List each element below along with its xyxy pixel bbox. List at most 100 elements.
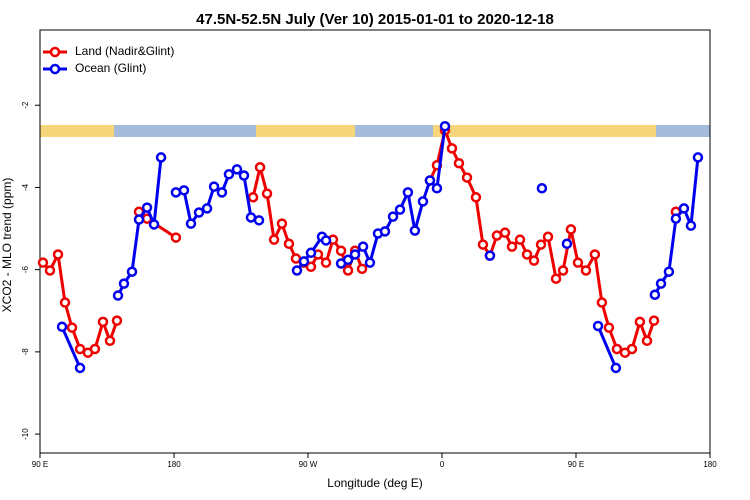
series-point [387, 211, 399, 222]
series-point [692, 152, 704, 163]
y-tick-label: -2 [21, 101, 30, 109]
series-point [592, 320, 604, 332]
series-point [111, 315, 123, 326]
x-tick-label: 90 E [32, 460, 48, 469]
series-point [253, 215, 265, 226]
series-point [342, 254, 354, 266]
series-point [431, 183, 443, 194]
series-point [596, 297, 608, 308]
series-point [655, 278, 667, 289]
land-band [40, 125, 114, 137]
series-point [641, 335, 653, 347]
series-point [254, 162, 266, 173]
series-point [528, 255, 540, 266]
land-ocean-strip [40, 125, 710, 137]
series-point [499, 227, 511, 238]
legend-marker [49, 46, 61, 58]
series-point [379, 226, 391, 237]
series-point [611, 343, 623, 355]
series-point [141, 202, 153, 213]
series-point [477, 239, 489, 250]
series-point [74, 362, 86, 374]
legend-marker [49, 63, 61, 75]
series-point [356, 263, 368, 275]
series-point [649, 289, 661, 300]
series-point [453, 157, 465, 169]
series-point [535, 239, 547, 250]
series-point [542, 231, 554, 243]
series-point [216, 187, 228, 198]
series-point [634, 316, 646, 328]
series-point [670, 213, 682, 224]
series-point [178, 185, 190, 196]
y-axis-label: XCO2 - MLO trend (ppm) [0, 178, 14, 313]
series-point [104, 335, 116, 347]
series-point [446, 143, 458, 154]
series-point [424, 175, 436, 186]
land-band [433, 125, 656, 137]
series-point [112, 290, 124, 301]
x-axis-label: Longitude (deg E) [327, 476, 422, 490]
series-point [572, 257, 584, 268]
series-point [349, 249, 361, 260]
series-point [417, 196, 429, 207]
series-point [283, 238, 295, 250]
series-point [439, 120, 451, 132]
x-tick-label: 90 E [568, 460, 584, 469]
y-tick-label: -8 [21, 348, 30, 356]
series-point [648, 315, 660, 326]
legend-label: Land (Nadir&Glint) [75, 44, 174, 58]
x-tick-label: 90 W [299, 460, 318, 469]
series-point [37, 257, 49, 268]
series-point [678, 203, 690, 214]
series-point [52, 249, 64, 260]
legend-label: Ocean (Glint) [75, 61, 146, 75]
ocean-band [355, 125, 433, 137]
series-point [148, 219, 160, 230]
chart-title: 47.5N-52.5N July (Ver 10) 2015-01-01 to … [196, 11, 554, 28]
series-point [357, 241, 369, 252]
x-tick-label: 180 [703, 460, 717, 469]
series-point [514, 234, 526, 245]
series-point [580, 265, 592, 276]
series-point [320, 235, 332, 246]
series-point [663, 266, 675, 277]
series-point [261, 188, 273, 199]
series-point [305, 247, 317, 259]
series-point [193, 207, 205, 218]
series-point [320, 257, 332, 268]
x-tick-label: 180 [167, 460, 181, 469]
series-line [596, 325, 618, 369]
series-point [238, 170, 250, 181]
series-point [685, 220, 697, 231]
series-point [276, 218, 288, 229]
series-point [394, 204, 406, 215]
series-point [461, 172, 473, 183]
ocean-band [656, 125, 710, 137]
series-line [340, 125, 447, 268]
y-tick-label: -4 [21, 183, 30, 191]
series-point [208, 181, 220, 192]
series-point [170, 232, 182, 243]
x-tick-label: 0 [440, 460, 445, 469]
series-point [506, 241, 518, 252]
series-point [89, 343, 101, 355]
y-tick-label: -6 [21, 266, 30, 274]
series-point [231, 164, 243, 175]
series-point [626, 343, 638, 355]
series-point [589, 249, 601, 260]
series-point [155, 152, 167, 163]
series-point [268, 234, 280, 245]
series-point [97, 316, 109, 328]
series-point [550, 273, 562, 284]
series-point [126, 266, 138, 277]
series-line [60, 326, 82, 369]
land-band [256, 125, 355, 137]
series-point [402, 187, 414, 198]
series-point [470, 192, 482, 203]
series-point [521, 249, 533, 260]
series-point [247, 192, 259, 203]
series-point [342, 265, 354, 276]
series-point [44, 265, 56, 276]
